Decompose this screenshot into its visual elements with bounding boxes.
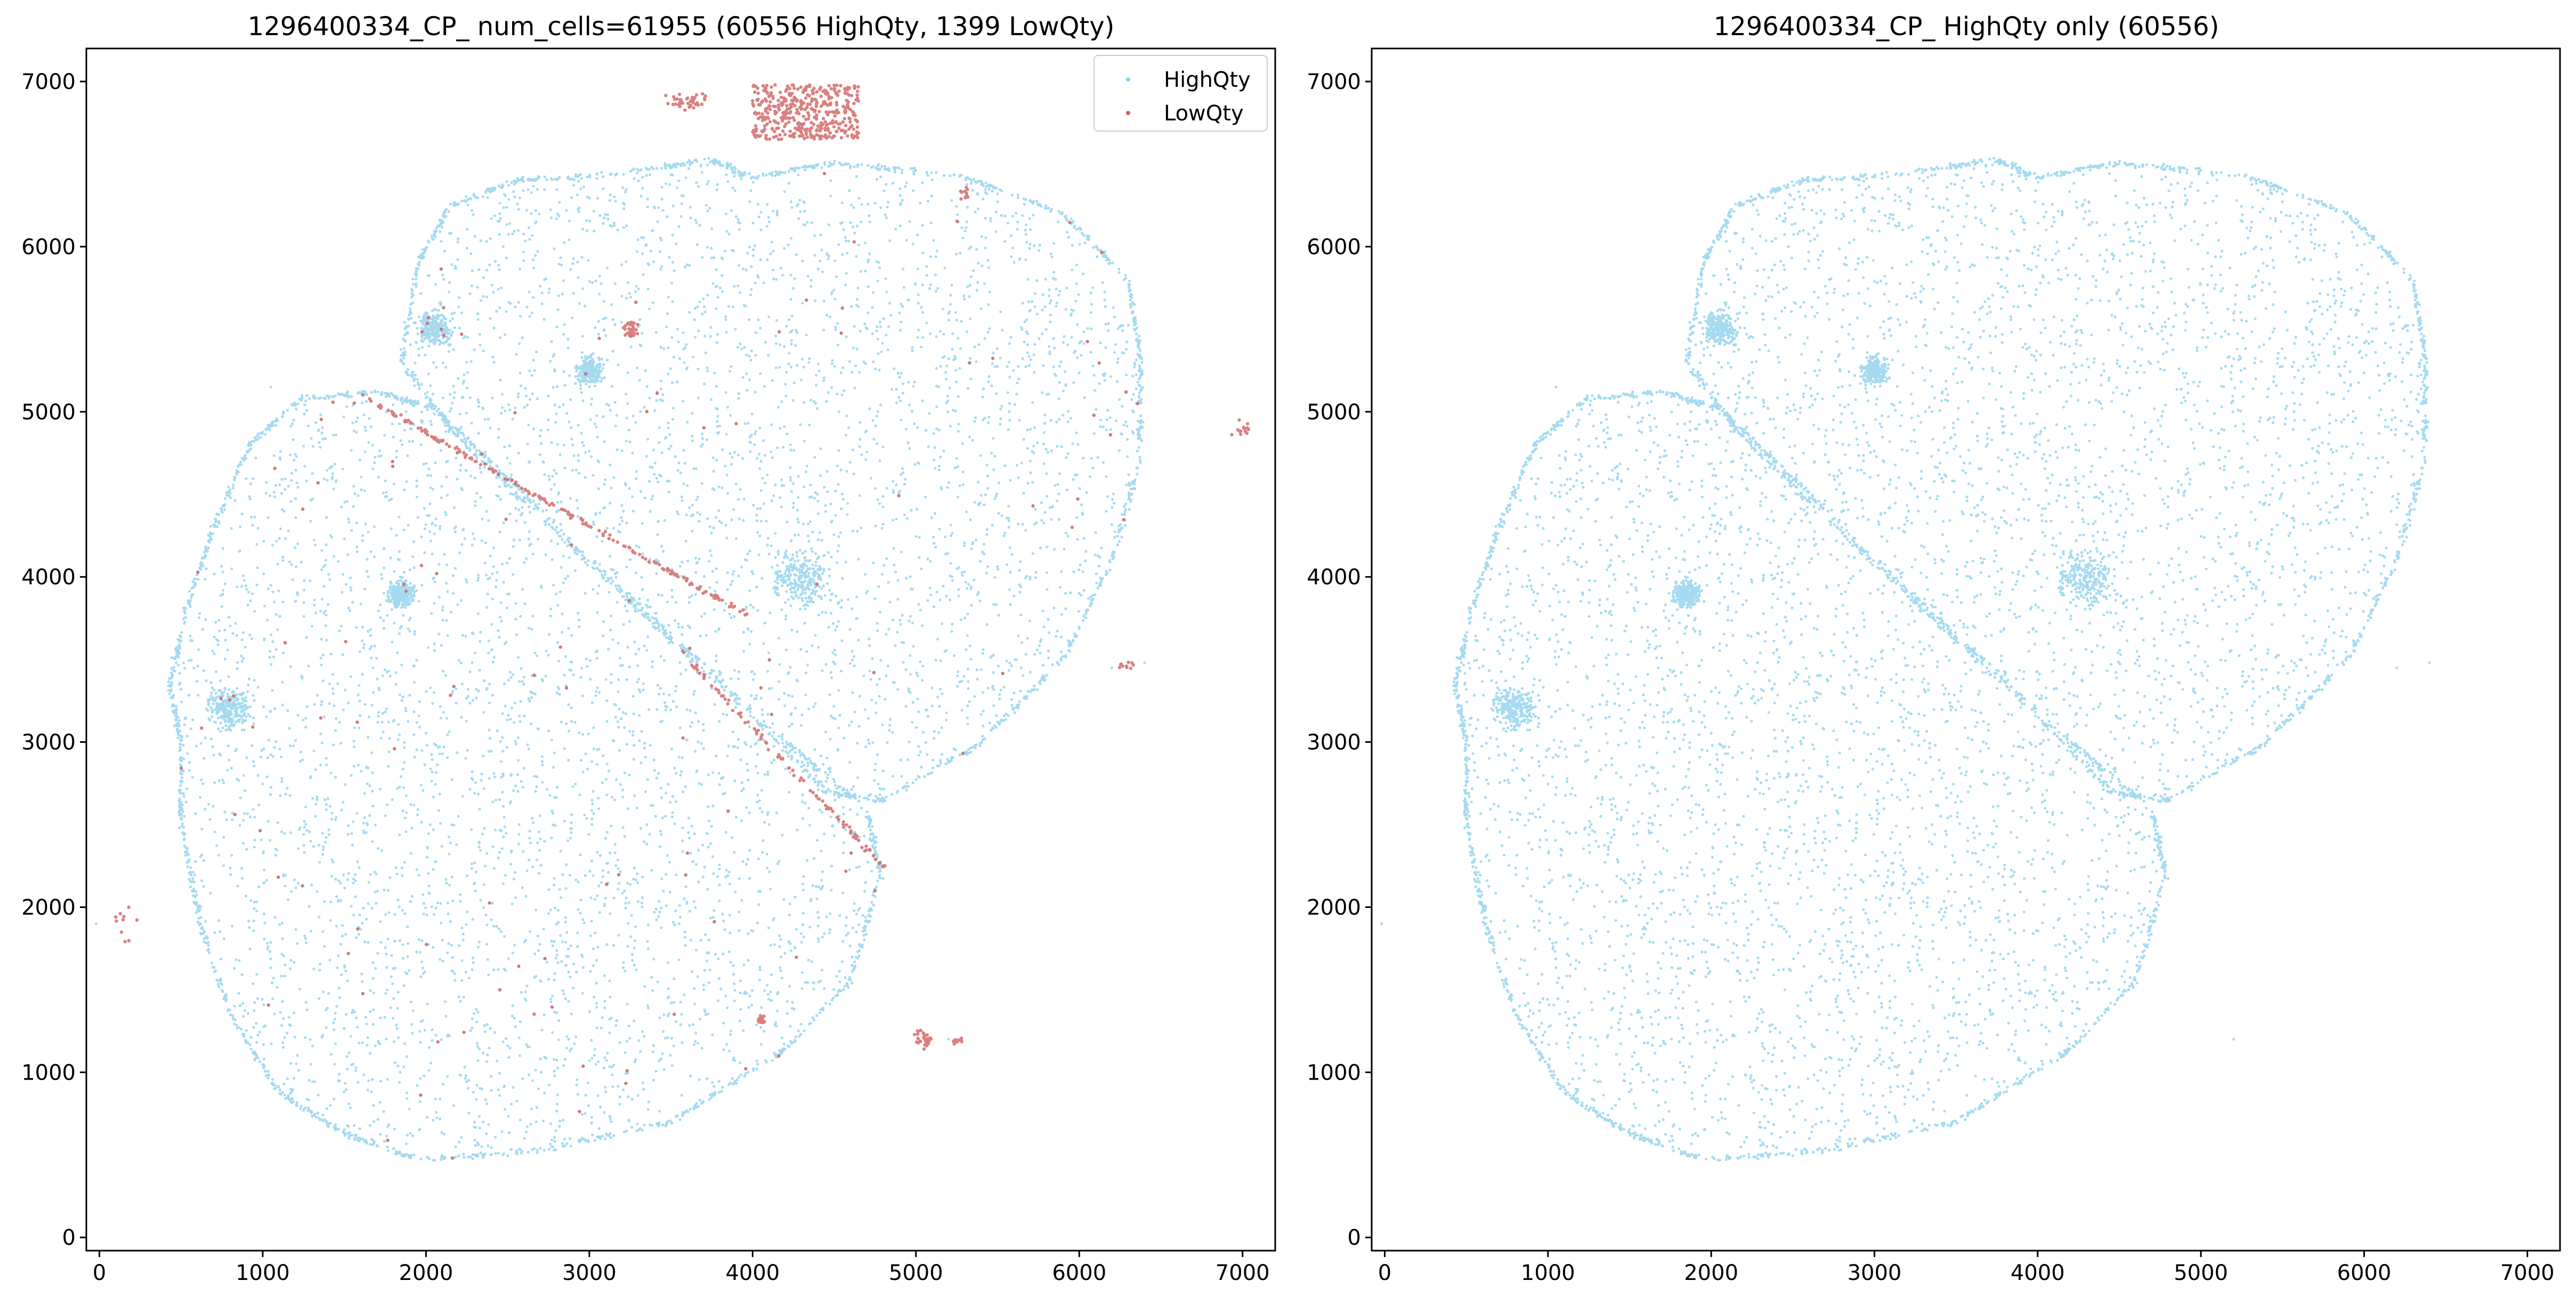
x-tick-label: 1000 [236, 1261, 290, 1285]
y-tick-label: 5000 [1307, 400, 1361, 425]
x-tick-label: 7000 [2500, 1261, 2555, 1285]
x-tick-label: 5000 [889, 1261, 943, 1285]
y-tick-label: 3000 [21, 731, 76, 755]
x-tick-label: 5000 [2174, 1261, 2228, 1285]
y-tick-label: 5000 [21, 400, 76, 425]
y-tick-label: 4000 [21, 565, 76, 590]
legend-label-highqty: HighQty [1164, 68, 1251, 92]
x-tick-label: 2000 [1684, 1261, 1738, 1285]
y-tick-label: 1000 [1307, 1060, 1361, 1085]
legend-box [1093, 55, 1268, 132]
y-tick-label: 3000 [1307, 731, 1361, 755]
highqty-point-cloud [1380, 157, 2431, 1162]
legend-label-lowqty: LowQty [1164, 101, 1244, 126]
scatter-panel-all-cells: 1296400334_CP_ num_cells=61955 (60556 Hi… [21, 12, 1276, 1285]
y-tick-label: 0 [62, 1226, 76, 1250]
y-tick-label: 7000 [21, 70, 76, 94]
plot-frame [1371, 47, 2561, 1252]
y-tick-label: 4000 [1307, 565, 1361, 590]
y-tick-label: 2000 [21, 895, 76, 920]
chart-title: 1296400334_CP_ num_cells=61955 (60556 Hi… [248, 12, 1115, 42]
scatter-panel-highqty-only: 1296400334_CP_ HighQty only (60556) 0 100… [1307, 12, 2561, 1285]
x-tick-label: 1000 [1521, 1261, 1575, 1285]
axis-ticks: 0 1000 2000 3000 4000 5000 6000 7000 0 1000 2000 30… [1307, 70, 2554, 1285]
chart-title: 1296400334_CP_ HighQty only (60556) [1714, 12, 2219, 42]
x-tick-label: 3000 [562, 1261, 617, 1285]
x-tick-label: 0 [93, 1261, 106, 1285]
x-tick-label: 7000 [1216, 1261, 1270, 1285]
y-tick-label: 6000 [21, 235, 76, 260]
y-tick-label: 2000 [1307, 895, 1361, 920]
x-tick-label: 6000 [2337, 1261, 2392, 1285]
x-tick-label: 4000 [2011, 1261, 2065, 1285]
y-tick-label: 6000 [1307, 235, 1361, 260]
legend-marker-lowqty [1126, 111, 1130, 115]
series-highqty-points [94, 157, 1146, 1162]
y-tick-label: 1000 [21, 1060, 76, 1085]
y-tick-label: 0 [1348, 1226, 1361, 1250]
highqty-point-cloud [94, 157, 1146, 1162]
x-tick-label: 2000 [399, 1261, 453, 1285]
plot-frame [85, 47, 1276, 1252]
legend: HighQty LowQty [1093, 55, 1268, 132]
x-tick-label: 6000 [1052, 1261, 1106, 1285]
legend-marker-highqty [1126, 77, 1130, 82]
x-tick-label: 3000 [1848, 1261, 1902, 1285]
y-tick-label: 7000 [1307, 70, 1361, 94]
axis-ticks: 0 1000 2000 3000 4000 5000 6000 7000 0 1000 2000 30… [21, 70, 1269, 1285]
x-tick-label: 0 [1378, 1261, 1391, 1285]
series-highqty-points [1380, 157, 2431, 1162]
x-tick-label: 4000 [725, 1261, 780, 1285]
